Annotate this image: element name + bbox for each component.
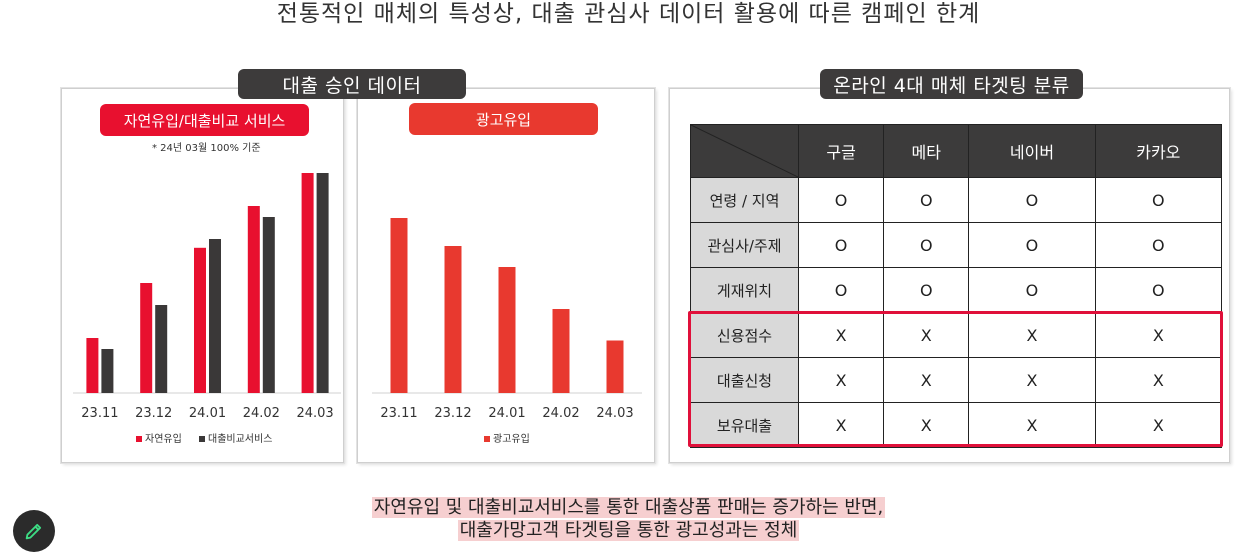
table-cell: X [797,357,885,403]
legend-swatch [136,436,142,442]
bar-대출비교서비스-23.12 [155,305,168,393]
bar-광고유입-24.03 [606,340,624,393]
bar-자연유입-23.11 [86,338,99,393]
table-row: 대출신청 X X X X [690,357,1223,403]
row-label: 대출신청 [690,357,799,403]
bar-대출비교서비스-24.03 [316,173,329,393]
row-label: 연령 / 지역 [690,177,799,223]
bar-광고유입-23.12 [444,246,462,393]
x-tick-label: 24.03 [596,406,633,421]
table-cell: O [797,177,885,223]
chart1-title: 자연유입/대출비교 서비스 [100,104,309,136]
column-header-naver: 네이버 [968,124,1096,178]
legend-label: 자연유입 [145,432,182,445]
x-tick-label: 23.12 [135,406,172,421]
row-label: 보유대출 [690,402,799,448]
legend-label: 대출비교서비스 [208,433,272,445]
chart-organic-vs-comparison: 23.11 23.12 24.01 24.02 24.03 자연유입 대출비교서비스 [73,173,341,445]
table-corner-cell [690,124,799,178]
chart-ad-inflow: 23.11 23.12 24.01 24.02 24.03 광고유입 [372,218,642,445]
table-cell: O [968,177,1096,223]
table-cell: O [1094,267,1223,313]
bar-자연유입-23.12 [140,283,153,393]
bar-대출비교서비스-24.02 [262,217,275,393]
edit-button[interactable] [13,510,55,552]
row-label: 게재위치 [690,267,799,313]
column-header-kakao: 카카오 [1094,124,1223,178]
legend-label: 광고유입 [493,432,530,445]
chart2-title: 광고유입 [409,103,598,135]
bar-자연유입-24.03 [301,173,314,393]
chart1-note: * 24년 03월 100% 기준 [152,143,261,154]
table-cell: X [968,402,1096,448]
x-tick-label: 24.03 [296,406,333,421]
column-header-google: 구글 [797,124,885,178]
diagonal-divider [691,125,798,177]
section-pill-loan-approval: 대출 승인 데이터 [238,69,466,99]
x-tick-label: 24.01 [488,406,525,421]
bar-자연유입-24.01 [194,247,206,393]
table-cell: X [968,357,1096,403]
conclusion: 자연유입 및 대출비교서비스를 통한 대출상품 판매는 증가하는 반면, 대출가… [0,496,1257,542]
targeting-table: 구글 메타 네이버 카카오 연령 / 지역 O O O O 관심사/주제 O O… [690,124,1223,448]
x-tick-label: 23.11 [81,406,118,421]
x-tick-label: 24.02 [542,406,579,421]
legend-swatch [484,436,490,442]
section-pill-targeting: 온라인 4대 매체 타겟팅 분류 [820,69,1083,99]
table-cell: X [968,312,1096,358]
bar-대출비교서비스-23.11 [101,349,114,393]
table-cell: X [883,357,970,403]
x-tick-label: 24.01 [189,406,226,421]
bar-광고유입-24.01 [498,267,516,393]
page-title: 전통적인 매체의 특성상, 대출 관심사 데이터 활용에 따른 캠페인 한계 [276,1,981,27]
table-cell: X [883,402,970,448]
pencil-icon [25,523,42,540]
table-cell: X [1094,312,1223,358]
table-cell: X [797,312,885,358]
table-cell: X [1094,402,1223,448]
table-cell: O [883,177,970,223]
column-header-meta: 메타 [883,124,970,178]
conclusion-line-1: 자연유입 및 대출비교서비스를 통한 대출상품 판매는 증가하는 반면, [371,497,886,518]
bar-광고유입-23.11 [390,218,408,393]
table-row: 신용점수 X X X X [690,312,1223,358]
conclusion-line-2: 대출가망고객 타겟팅을 통한 광고성과는 정체 [457,520,800,541]
table-cell: O [883,267,970,313]
table-cell: O [968,222,1096,268]
table-cell: O [1094,177,1223,223]
row-label: 관심사/주제 [690,222,799,268]
row-label: 신용점수 [690,312,799,358]
table-cell: X [797,402,885,448]
table-cell: O [1094,222,1223,268]
bar-자연유입-24.02 [247,206,260,393]
legend-swatch [199,436,205,442]
table-row: 연령 / 지역 O O O O [690,177,1223,223]
x-tick-label: 23.11 [380,406,417,421]
table-row: 보유대출 X X X X [690,402,1223,448]
bar-대출비교서비스-24.01 [209,239,221,393]
x-tick-label: 23.12 [434,406,471,421]
bar-광고유입-24.02 [552,309,570,393]
table-cell: X [1094,357,1223,403]
table-cell: O [797,267,885,313]
table-row: 관심사/주제 O O O O [690,222,1223,268]
table-header-row: 구글 메타 네이버 카카오 [690,124,1223,178]
table-cell: O [968,267,1096,313]
table-cell: O [883,222,970,268]
table-row: 게재위치 O O O O [690,267,1223,313]
table-cell: X [883,312,970,358]
table-cell: O [797,222,885,268]
x-tick-label: 24.02 [243,406,280,421]
